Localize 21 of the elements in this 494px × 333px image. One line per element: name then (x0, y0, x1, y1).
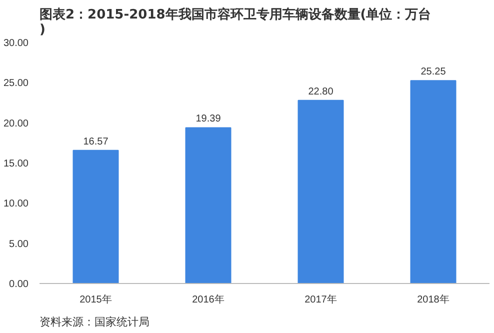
x-tick-label: 2017年 (304, 294, 337, 306)
y-tick-label: 20.00 (3, 118, 29, 130)
bar (72, 150, 119, 284)
data-label: 25.25 (420, 66, 446, 78)
x-tick-label: 2018年 (417, 294, 450, 306)
y-tick-label: 5.00 (9, 238, 29, 250)
y-tick-label: 10.00 (3, 198, 29, 210)
y-tick-label: 30.00 (3, 38, 29, 49)
data-label: 22.80 (308, 86, 334, 98)
data-label: 19.39 (196, 114, 222, 125)
y-tick-label: 0.00 (9, 279, 29, 290)
y-tick-label: 25.00 (3, 78, 29, 90)
x-tick-label: 2016年 (192, 294, 224, 306)
text: 资料来源：国家统计局 (40, 316, 150, 328)
chart-title: 图表2：2015-2018年我国市容环卫专用车辆设备数量(单位：万台) (40, 6, 432, 38)
bar (185, 127, 232, 284)
bar (298, 100, 344, 284)
x-tick-label: 2015年 (80, 294, 112, 306)
y-tick-label: 15.00 (3, 158, 29, 170)
data-label: 16.57 (83, 136, 109, 148)
bar (410, 80, 456, 284)
